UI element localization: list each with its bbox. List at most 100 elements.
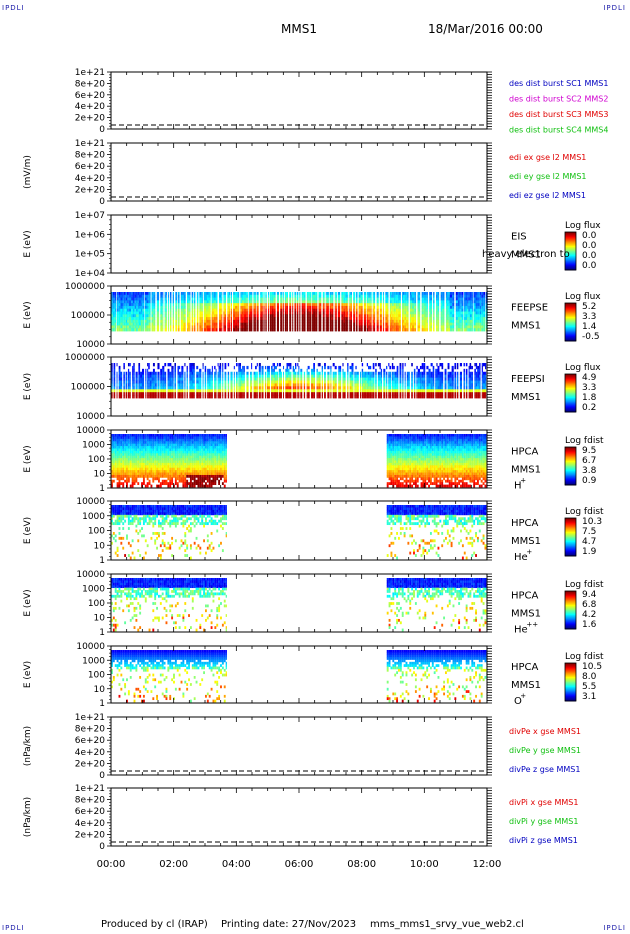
- panel-feepse-cell: [253, 308, 255, 312]
- panel-feepsi-cell: [160, 371, 163, 376]
- panel-feepse-cell: [345, 308, 348, 312]
- panel-feepse-cell: [461, 317, 464, 321]
- panel-feepsi-cell: [469, 383, 472, 387]
- panel-feepsi-cell: [471, 395, 473, 399]
- panel-feepse-cell: [146, 297, 149, 301]
- panel-feepsi-cell: [286, 365, 289, 370]
- panel-feepsi-cell: [280, 395, 282, 399]
- panel-feepse-cell: [241, 319, 244, 324]
- panel-feepsi-cell: [347, 365, 349, 370]
- panel-feepsi-cell: [351, 389, 354, 393]
- panel-feepse-cell: [188, 305, 190, 310]
- panel-feepse-cell: [135, 325, 138, 329]
- panel-feepsi-cell: [366, 392, 369, 396]
- panel-feepse-cell: [189, 317, 191, 321]
- panel-feepsi-cell: [288, 368, 290, 373]
- panel-feepsi-cell: [127, 386, 130, 390]
- panel-feepsi-cell: [321, 389, 323, 393]
- panel-feepse-cell: [211, 328, 213, 332]
- panel-feepse-cell: [296, 325, 299, 329]
- panel-feepse-cell: [457, 325, 460, 329]
- panel-feepsi-cell: [366, 374, 369, 378]
- panel-feepsi-cell: [399, 363, 402, 367]
- panel-feepse-cell: [315, 311, 318, 315]
- panel-feepse-cell: [273, 311, 276, 315]
- panel-feepsi-cell: [449, 377, 452, 381]
- panel-feepsi-cell: [436, 377, 438, 381]
- panel-feepse-colorbar-frame: [564, 302, 577, 342]
- panel-feepsi-cell: [250, 389, 252, 393]
- panel-feepsi-cell: [288, 395, 290, 399]
- panel-feepse-colorbar-segment: [565, 314, 576, 317]
- panel-feepse-cell: [475, 297, 478, 301]
- panel-feepsi-cell: [426, 389, 429, 393]
- panel-feepse-cell: [355, 322, 358, 326]
- panel-feepse-cell: [177, 294, 180, 298]
- panel-feepsi-cell: [447, 363, 450, 367]
- panel-feepse-cell: [229, 317, 231, 321]
- panel-feepse-cell: [460, 317, 462, 321]
- panel-des_dist-legend-1: des dist burst SC1 MMS1: [509, 79, 608, 88]
- panel-feepse-cell: [241, 325, 244, 329]
- panel-feepsi-cell: [399, 377, 402, 381]
- panel-feepse-cell: [353, 311, 355, 315]
- panel-feepse-cell: [135, 311, 138, 315]
- panel-feepse-cell: [111, 319, 113, 324]
- panel-feepse-cell: [407, 319, 409, 324]
- panel-feepse-cell: [123, 328, 126, 332]
- panel-feepse-cell: [343, 322, 346, 326]
- panel-feepse-cell: [196, 311, 199, 315]
- panel-feepsi-cell: [193, 365, 195, 370]
- panel-feepse-cell: [254, 292, 256, 296]
- panel-feepse-cell: [111, 297, 113, 301]
- panel-feepsi-cell: [477, 380, 480, 384]
- panel-feepse-cell: [347, 305, 349, 310]
- panel-feepsi-cell: [355, 395, 357, 399]
- panel-feepsi-cell: [300, 368, 303, 373]
- panel-feepsi-cell: [355, 386, 357, 390]
- panel-feepse-cell: [457, 292, 460, 296]
- panel-feepsi-cell: [278, 386, 281, 390]
- panel-feepse-cell: [246, 314, 248, 318]
- panel-feepse-cell: [244, 303, 247, 307]
- panel-feepsi-cell: [129, 383, 131, 387]
- panel-feepse-cell: [449, 328, 453, 332]
- panel-feepse-cell: [312, 308, 314, 312]
- panel-feepsi-cell: [127, 395, 130, 399]
- panel-feepse-cell: [299, 294, 301, 298]
- panel-feepse-cell: [138, 297, 141, 301]
- panel-feepsi-cell: [432, 389, 435, 393]
- panel-feepse-cell: [203, 292, 207, 296]
- panel-feepsi-cell: [307, 395, 310, 399]
- panel-feepsi-cell: [411, 363, 413, 367]
- panel-feepsi-cell: [239, 363, 242, 367]
- panel-feepse-cell: [260, 311, 262, 315]
- panel-feepse-cell: [256, 292, 259, 296]
- panel-feepsi-cell: [253, 380, 255, 384]
- panel-feepsi-cell: [391, 386, 394, 390]
- panel-feepsi-cell: [463, 383, 465, 387]
- panel-feepsi-cell: [316, 383, 318, 387]
- panel-feepsi-cell: [393, 365, 395, 370]
- panel-feepse-cell: [191, 292, 194, 296]
- panel-feepse-cell: [224, 305, 227, 310]
- panel-feepsi-cell: [273, 383, 275, 387]
- panel-feepsi-cell: [439, 377, 442, 381]
- panel-feepse-cell: [306, 314, 309, 318]
- panel-feepse-cell: [145, 311, 147, 315]
- panel-feepse-cell: [393, 319, 396, 324]
- panel-feepsi-cell: [288, 383, 290, 387]
- panel-feepse-cell: [112, 300, 115, 304]
- panel-feepse-cell: [167, 319, 169, 324]
- panel-feepse-cell: [162, 303, 164, 307]
- panel-feepse-cell: [436, 311, 438, 315]
- panel-feepse-cell: [325, 325, 327, 329]
- panel-feepse-cell: [426, 325, 428, 329]
- panel-feepse-cell: [260, 297, 262, 301]
- panel-feepsi-cell: [218, 392, 220, 396]
- panel-feepse-cell: [254, 311, 256, 315]
- panel-feepsi-cell: [152, 386, 155, 390]
- panel-feepse-cell: [151, 294, 154, 298]
- panel-feepse-cell: [477, 328, 480, 332]
- panel-feepsi-cell: [286, 380, 289, 384]
